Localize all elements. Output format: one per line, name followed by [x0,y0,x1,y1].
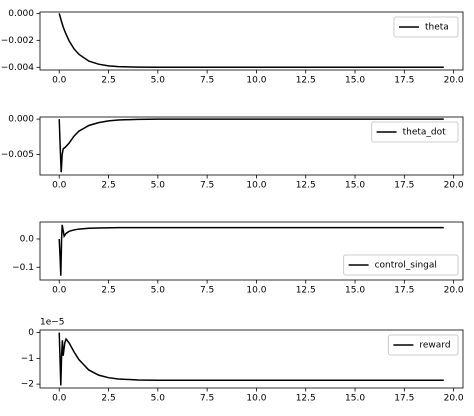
legend-label: reward [419,341,450,351]
legend-label: control_singal [375,261,437,271]
x-tick-label: 7.5 [200,76,214,86]
x-tick-label: 2.5 [101,394,115,404]
x-tick-label: 17.5 [394,394,414,404]
x-tick-label: 17.5 [394,76,414,86]
y-tick-label: −0.1 [12,263,34,273]
x-tick-label: 0.0 [52,286,67,296]
data-line [58,13,444,69]
legend-box [387,334,459,356]
data-line [58,118,444,173]
y-tick-label: 0.000 [8,115,34,125]
x-tick-label: 5.0 [151,394,166,404]
y-tick-label: 0.000 [8,9,34,19]
x-tick-label: 20.0 [444,76,464,86]
x-tick-label: 17.5 [394,286,414,296]
y-tick-label: −1 [21,354,34,364]
x-tick-label: 7.5 [200,394,214,404]
x-tick-label: 15.0 [345,286,365,296]
x-tick-label: 0.0 [52,394,67,404]
x-tick-label: 15.0 [345,76,365,86]
x-tick-label: 2.5 [101,181,115,191]
data-line [58,332,444,386]
x-tick-label: 12.5 [296,286,316,296]
x-tick-label: 5.0 [151,286,166,296]
axes-frame [39,116,464,176]
x-tick-label: 17.5 [394,181,414,191]
x-tick-label: 10.0 [246,394,266,404]
x-tick-label: 5.0 [151,76,166,86]
y-tick-label: −0.002 [1,36,34,46]
x-tick-label: 15.0 [345,181,365,191]
x-tick-label: 5.0 [151,181,166,191]
legend-box [393,16,459,38]
x-tick-label: 7.5 [200,181,214,191]
x-tick-label: 12.5 [296,394,316,404]
x-tick-label: 10.0 [246,181,266,191]
legend-box [371,121,459,143]
y-tick-label: −0.005 [1,150,34,160]
legend-label: theta [425,23,449,33]
x-tick-label: 10.0 [246,286,266,296]
axes-frame [39,221,464,281]
y-tick-label: 0 [28,328,34,338]
x-tick-label: 12.5 [296,76,316,86]
y-tick-label: −2 [21,380,34,390]
x-tick-label: 0.0 [52,181,67,191]
legend-label: theta_dot [403,128,447,138]
x-tick-label: 2.5 [101,76,115,86]
axes-frame [39,11,464,71]
data-line [58,224,444,276]
x-tick-label: 0.0 [52,76,67,86]
y-tick-label: −0.004 [1,63,35,73]
x-tick-label: 12.5 [296,181,316,191]
x-tick-label: 15.0 [345,394,365,404]
x-tick-label: 20.0 [444,286,464,296]
axes-frame [39,329,464,389]
x-tick-label: 20.0 [444,181,464,191]
x-tick-label: 10.0 [246,76,266,86]
legend-box [343,254,459,276]
y-tick-label: 0.0 [20,234,35,244]
offset-label: 1e−5 [40,318,65,328]
x-tick-label: 2.5 [101,286,115,296]
x-tick-label: 7.5 [200,286,214,296]
x-tick-label: 20.0 [444,394,464,404]
